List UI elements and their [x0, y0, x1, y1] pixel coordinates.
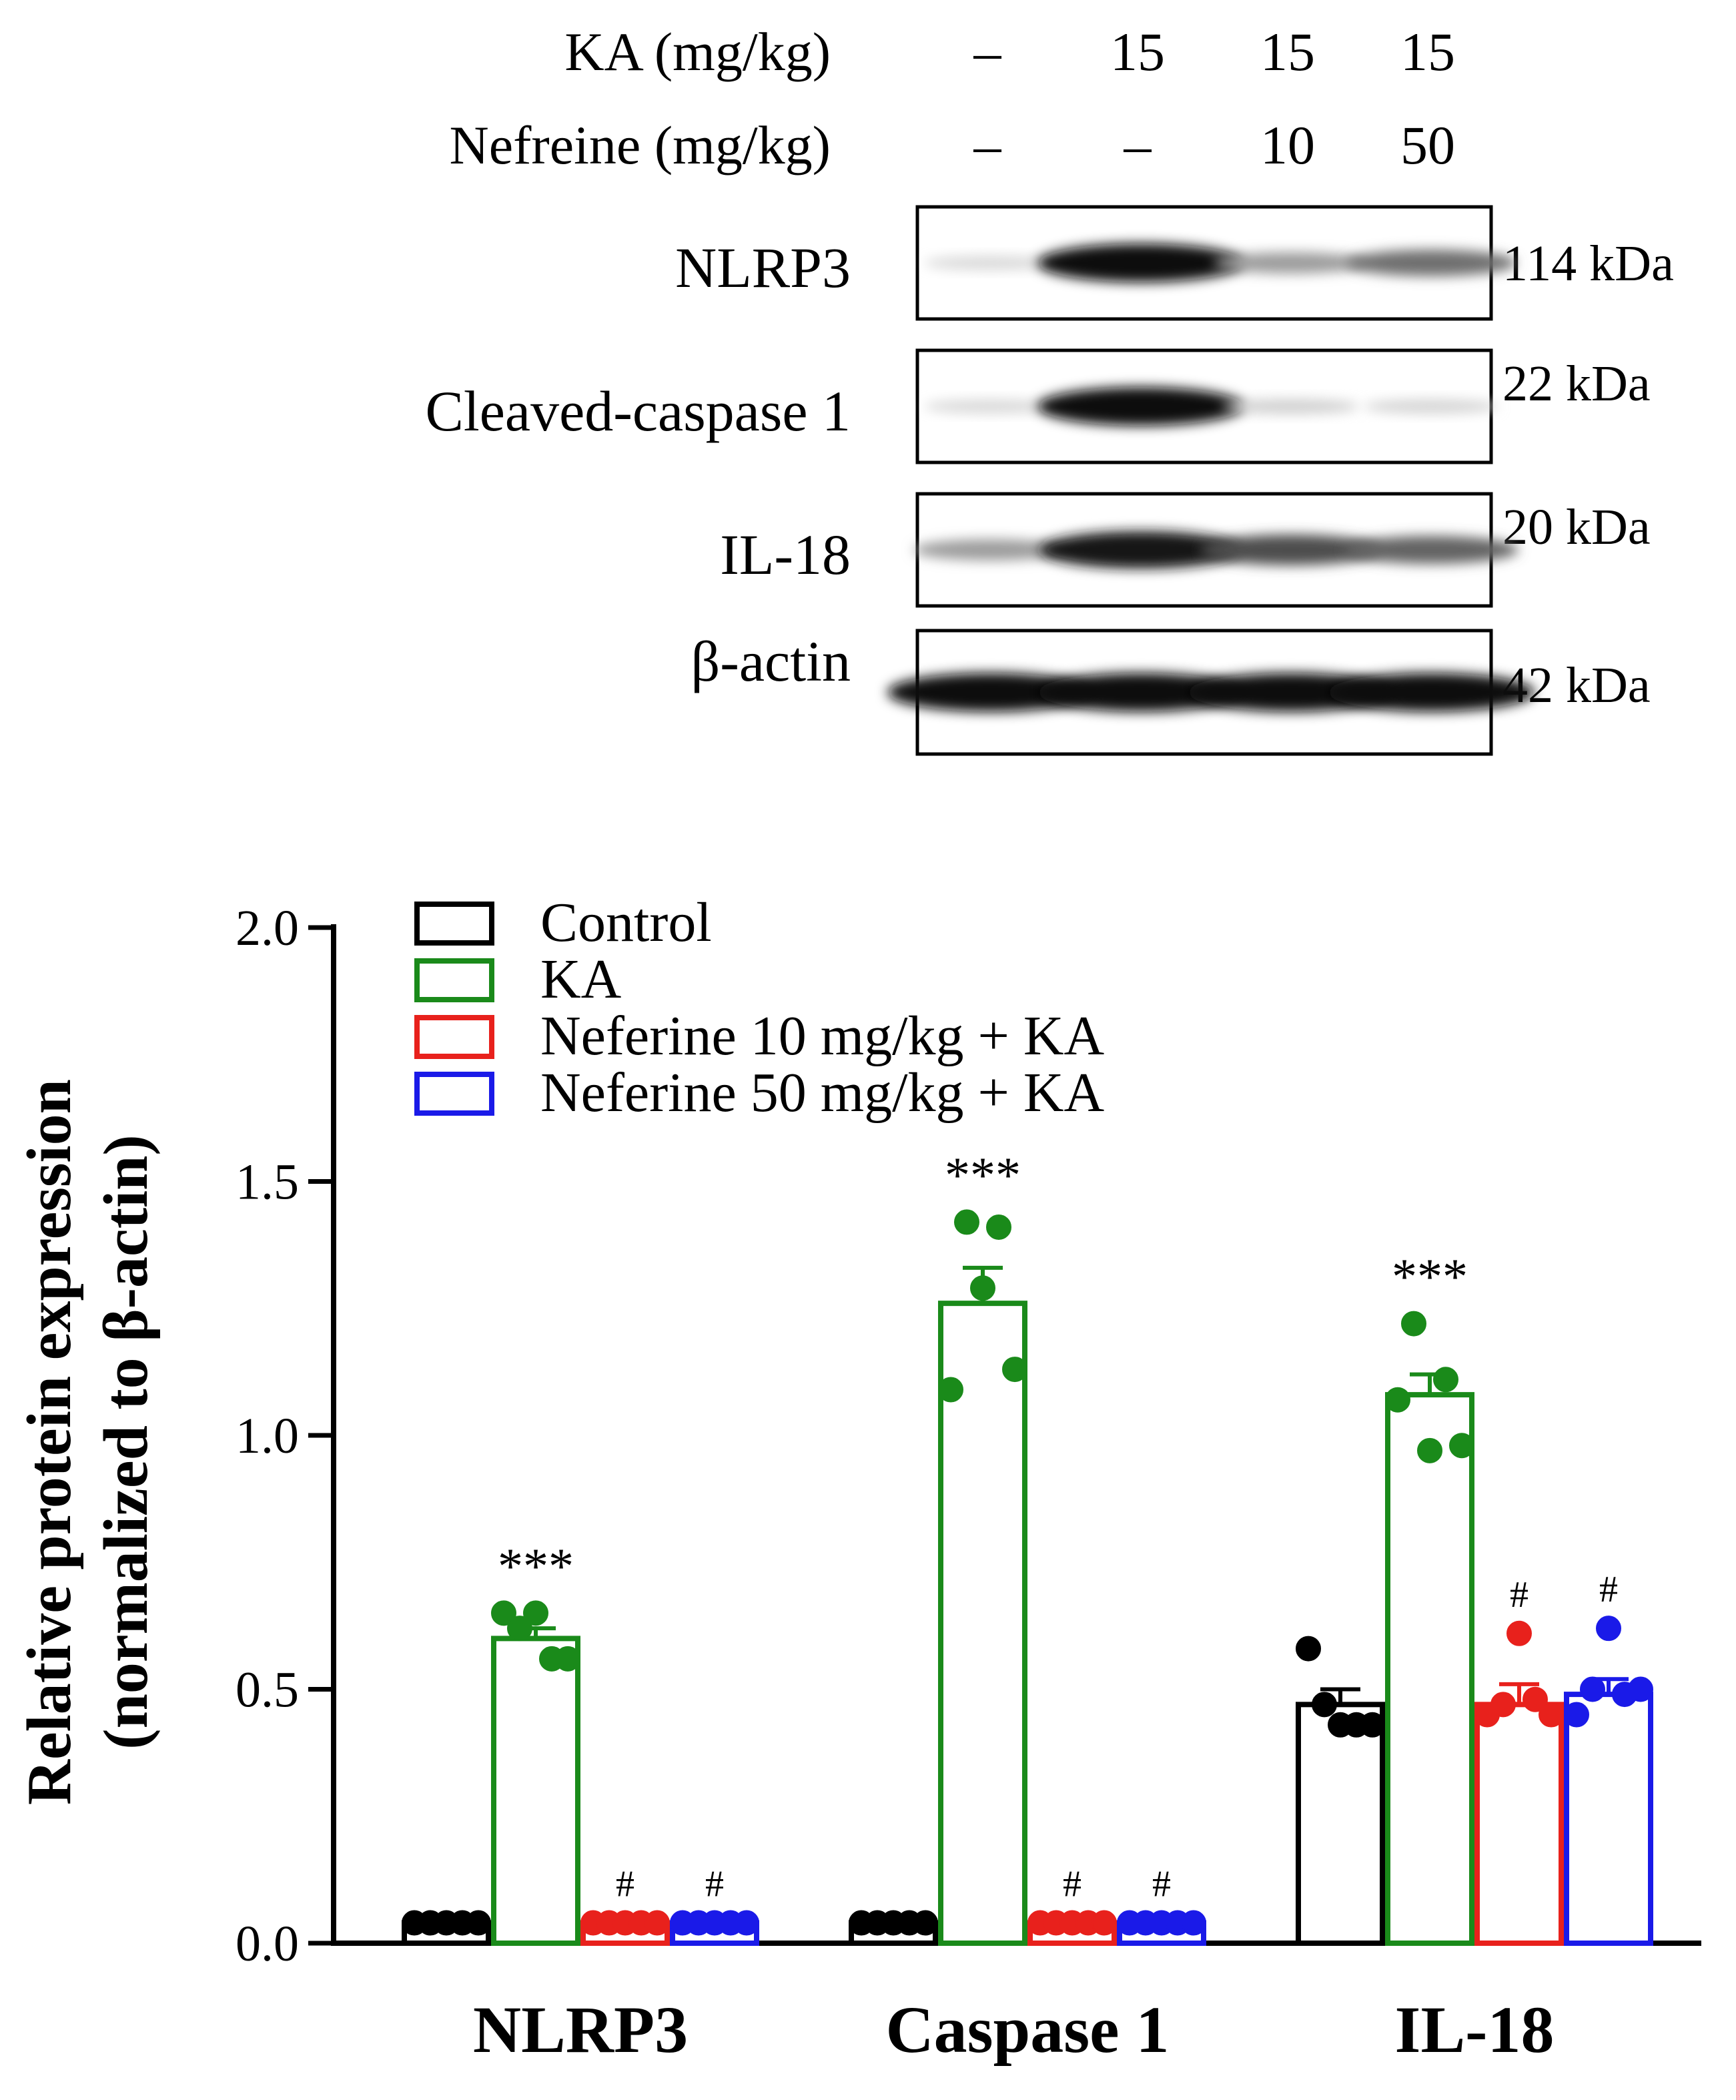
x-category-label: Caspase 1 [885, 1993, 1169, 2067]
condition-value: – [973, 115, 1002, 176]
data-point [1580, 1676, 1605, 1702]
data-point [1385, 1387, 1410, 1413]
condition-value: 15 [1260, 21, 1315, 82]
x-category-label: IL-18 [1395, 1993, 1555, 2067]
condition-value: 15 [1400, 21, 1455, 82]
significance-marker: *** [498, 1538, 574, 1594]
legend-swatch [414, 1072, 494, 1116]
blot-band [1214, 252, 1368, 274]
bar [938, 1301, 1027, 1946]
data-point [954, 1209, 979, 1235]
data-point [1296, 1636, 1321, 1662]
blot-band [1346, 250, 1516, 276]
molecular-weight-label: 20 kDa [1502, 499, 1651, 555]
molecular-weight-label: 114 kDa [1502, 236, 1674, 292]
data-point [1002, 1357, 1027, 1383]
legend-swatch [414, 902, 494, 946]
blot-band [1037, 673, 1244, 712]
data-point [466, 1910, 491, 1936]
blot-band [1039, 531, 1242, 569]
blot-band [1364, 399, 1498, 414]
protein-label: Cleaved-caspase 1 [425, 379, 851, 443]
data-point [1490, 1692, 1516, 1718]
data-point [507, 1616, 532, 1642]
x-category-label: NLRP3 [473, 1993, 688, 2067]
legend-label: Neferine 10 mg/kg + KA [540, 1005, 1105, 1067]
condition-value: 10 [1260, 115, 1315, 176]
condition-value: 50 [1400, 115, 1455, 176]
data-point [523, 1600, 548, 1626]
condition-label: KA (mg/kg) [564, 21, 831, 82]
significance-marker: *** [1392, 1249, 1468, 1305]
significance-marker: # [1152, 1864, 1171, 1905]
data-point [986, 1214, 1011, 1240]
data-point [734, 1910, 759, 1936]
blot-band [1344, 536, 1518, 564]
data-point [1360, 1712, 1385, 1738]
legend-swatch [414, 958, 494, 1002]
protein-label: NLRP3 [675, 236, 851, 300]
condition-label: Nefreine (mg/kg) [450, 115, 831, 176]
legend-label: KA [540, 948, 622, 1010]
y-tick-label: 0.0 [236, 1916, 299, 1972]
significance-marker: # [705, 1864, 724, 1905]
blot-band [924, 256, 1057, 270]
condition-value: – [1124, 115, 1152, 176]
data-point [1449, 1433, 1474, 1459]
blot-band [1200, 535, 1382, 565]
significance-marker: # [616, 1864, 634, 1905]
y-tick-label: 2.0 [236, 900, 299, 956]
data-point [1433, 1367, 1458, 1393]
blot-band [924, 399, 1057, 414]
protein-label: IL-18 [720, 522, 851, 587]
legend-swatch [414, 1015, 494, 1059]
bar-chart-panel: 0.0 0.5 1.0 1.5 2.0 Relative protein expressi… [15, 892, 1701, 2067]
western-blot-panel: KA (mg/kg) – 15 15 15 Nefreine (mg/kg) – – 10 50 N… [425, 21, 1674, 756]
data-point [1312, 1692, 1337, 1718]
y-axis-title: (normalized to β-actin) [91, 1134, 161, 1749]
condition-value: – [973, 21, 1002, 82]
legend-label: Neferine 50 mg/kg + KA [540, 1062, 1105, 1124]
data-point [913, 1910, 938, 1936]
data-point [555, 1646, 580, 1672]
data-point [1539, 1702, 1564, 1728]
significance-marker: # [1599, 1569, 1618, 1610]
data-point [1596, 1616, 1621, 1642]
blot-band [1222, 398, 1360, 414]
data-point [491, 1600, 516, 1626]
y-axis-title: Relative protein expression [15, 1079, 84, 1805]
bar [1385, 1392, 1474, 1947]
data-point [1523, 1686, 1548, 1712]
y-tick-label: 1.0 [236, 1408, 299, 1464]
bar [1474, 1702, 1564, 1947]
data-point [1564, 1702, 1589, 1728]
blot-band [1037, 387, 1244, 426]
data-point [970, 1275, 995, 1301]
data-point [1401, 1311, 1426, 1337]
blot-band [1328, 673, 1535, 712]
data-point [644, 1910, 670, 1936]
legend-label: Control [540, 892, 712, 954]
y-tick-label: 1.5 [236, 1154, 299, 1210]
blot-band [887, 673, 1094, 712]
y-tick-label: 0.5 [236, 1662, 299, 1718]
significance-marker: *** [945, 1147, 1021, 1203]
bar [1296, 1702, 1385, 1947]
data-point [1506, 1620, 1532, 1646]
significance-marker: # [1063, 1864, 1081, 1905]
bar [491, 1636, 580, 1946]
bar [1564, 1692, 1653, 1947]
data-point [1628, 1676, 1653, 1702]
data-point [1181, 1910, 1206, 1936]
condition-value: 15 [1110, 21, 1165, 82]
data-point [1417, 1437, 1442, 1463]
blot-band [1037, 244, 1244, 282]
blot-band [913, 539, 1068, 561]
significance-marker: # [1510, 1574, 1529, 1616]
data-point [938, 1377, 963, 1403]
protein-label: β-actin [691, 629, 851, 693]
molecular-weight-label: 22 kDa [1502, 356, 1651, 412]
data-point [1092, 1910, 1117, 1936]
